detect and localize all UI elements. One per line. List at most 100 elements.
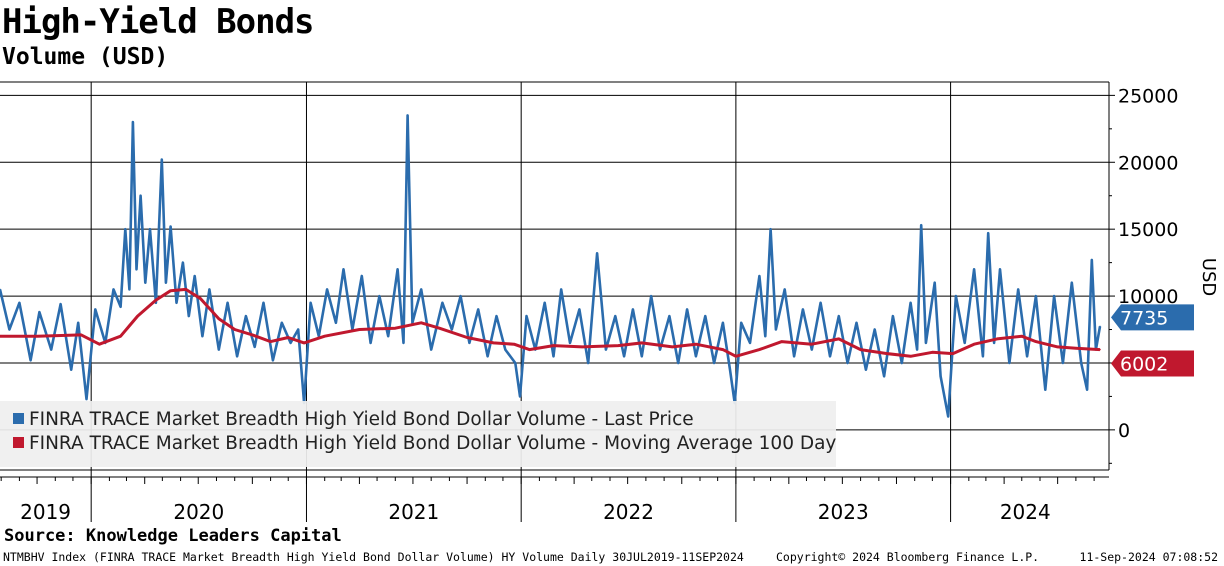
legend-label-moving-average: FINRA TRACE Market Breadth High Yield Bo… — [29, 433, 836, 454]
last-price-point — [112, 288, 115, 291]
last-price-point — [477, 308, 480, 311]
legend-label-last-price: FINRA TRACE Market Breadth High Yield Bo… — [29, 409, 694, 430]
last-price-point — [1086, 388, 1088, 391]
moving-average-point — [199, 297, 202, 300]
footer-copyright: Copyright© 2024 Bloomberg Finance L.P. — [776, 550, 1040, 564]
last-price-point — [982, 355, 984, 358]
last-price-point — [1099, 325, 1101, 328]
moving-average-point — [996, 338, 998, 340]
moving-average-point — [810, 343, 813, 346]
last-price-point — [272, 359, 274, 362]
last-price-point — [525, 315, 528, 317]
last-price-point — [543, 301, 546, 304]
last-price-point — [160, 158, 163, 161]
last-price-point — [614, 315, 617, 317]
moving-average-point — [722, 348, 724, 351]
moving-average-point — [1056, 346, 1059, 348]
last-price-point — [810, 348, 813, 351]
last-price-point — [326, 288, 328, 291]
last-price-point — [402, 342, 405, 344]
chart-title: High-Yield Bonds — [2, 2, 315, 42]
last-price-point — [175, 301, 178, 304]
last-price-point — [335, 322, 337, 324]
last-price-point — [605, 348, 607, 351]
last-price-point — [1053, 295, 1055, 297]
last-price-point — [855, 322, 858, 324]
y-tick-label: 20000 — [1118, 152, 1178, 174]
last-price-point — [920, 224, 922, 226]
legend-background — [0, 401, 836, 467]
y-tick-label: 0 — [1118, 420, 1130, 442]
last-price-point — [406, 114, 409, 117]
moving-average-point — [185, 288, 187, 291]
moving-average-point — [155, 299, 157, 301]
last-price-point — [987, 232, 990, 234]
last-price-point — [378, 295, 381, 297]
last-price-point — [659, 348, 661, 351]
last-price-point — [769, 228, 772, 230]
last-price-line — [0, 114, 1102, 418]
last-price-point — [925, 342, 927, 344]
last-price-point — [764, 335, 767, 338]
moving-average-point — [466, 336, 468, 339]
moving-average-point — [251, 334, 254, 336]
last-price-point — [677, 362, 680, 364]
last-price-point — [188, 315, 190, 317]
moving-average-point — [640, 342, 643, 344]
moving-average-point — [98, 343, 101, 346]
moving-average-point — [1099, 348, 1101, 351]
moving-average-point — [36, 335, 38, 338]
last-price-point — [569, 342, 571, 344]
x-year-label: 2021 — [388, 500, 439, 524]
moving-average-point — [528, 348, 531, 351]
last-price-point — [740, 322, 742, 324]
last-price-point — [236, 355, 238, 358]
last-price-point — [262, 301, 265, 304]
moving-average-point — [695, 343, 697, 346]
series-last-price — [0, 114, 1102, 418]
moving-average-point — [80, 334, 82, 336]
last-price-point — [70, 368, 72, 371]
moving-average-point — [394, 327, 397, 329]
last-price-point — [309, 301, 312, 304]
last-price-point — [139, 194, 142, 197]
last-price-point — [668, 315, 671, 317]
last-price-point — [342, 268, 345, 271]
last-price-point — [504, 348, 507, 351]
last-price-point — [77, 322, 80, 324]
last-price-point — [1044, 388, 1047, 391]
last-price-point — [450, 328, 453, 331]
last-price-point — [193, 275, 196, 277]
last-price-point — [758, 275, 761, 277]
last-price-point — [623, 355, 625, 358]
last-price-point — [695, 355, 697, 358]
last-price-point — [802, 308, 804, 311]
moving-average-point — [859, 348, 862, 351]
last-price-value-flag — [1111, 304, 1194, 331]
moving-average-point — [1035, 340, 1037, 343]
last-price-point — [650, 295, 652, 297]
last-price-point — [1090, 259, 1093, 261]
last-price-point — [420, 288, 422, 291]
last-price-point — [29, 359, 32, 362]
moving-average-point — [617, 344, 620, 347]
last-price-point — [552, 355, 555, 358]
footer-index-info: NTMBHV Index (FINRA TRACE Market Breadth… — [3, 550, 744, 564]
last-price-point — [846, 362, 849, 364]
moving-average-point — [1075, 347, 1077, 350]
last-price-point — [933, 281, 936, 284]
moving-average-point — [492, 342, 495, 344]
footer-timestamp: 11-Sep-2024 07:08:52 — [1079, 550, 1218, 564]
last-price-point — [892, 315, 894, 317]
last-price-point — [459, 295, 462, 297]
last-price-point — [85, 398, 88, 400]
last-price-point — [1070, 281, 1073, 284]
last-price-point — [596, 252, 598, 255]
moving-average-point — [136, 315, 139, 317]
moving-average-point — [581, 346, 584, 348]
last-price-point — [947, 415, 950, 418]
moving-average-point — [169, 289, 172, 292]
moving-average-point — [952, 352, 954, 355]
last-price-point — [883, 375, 885, 378]
